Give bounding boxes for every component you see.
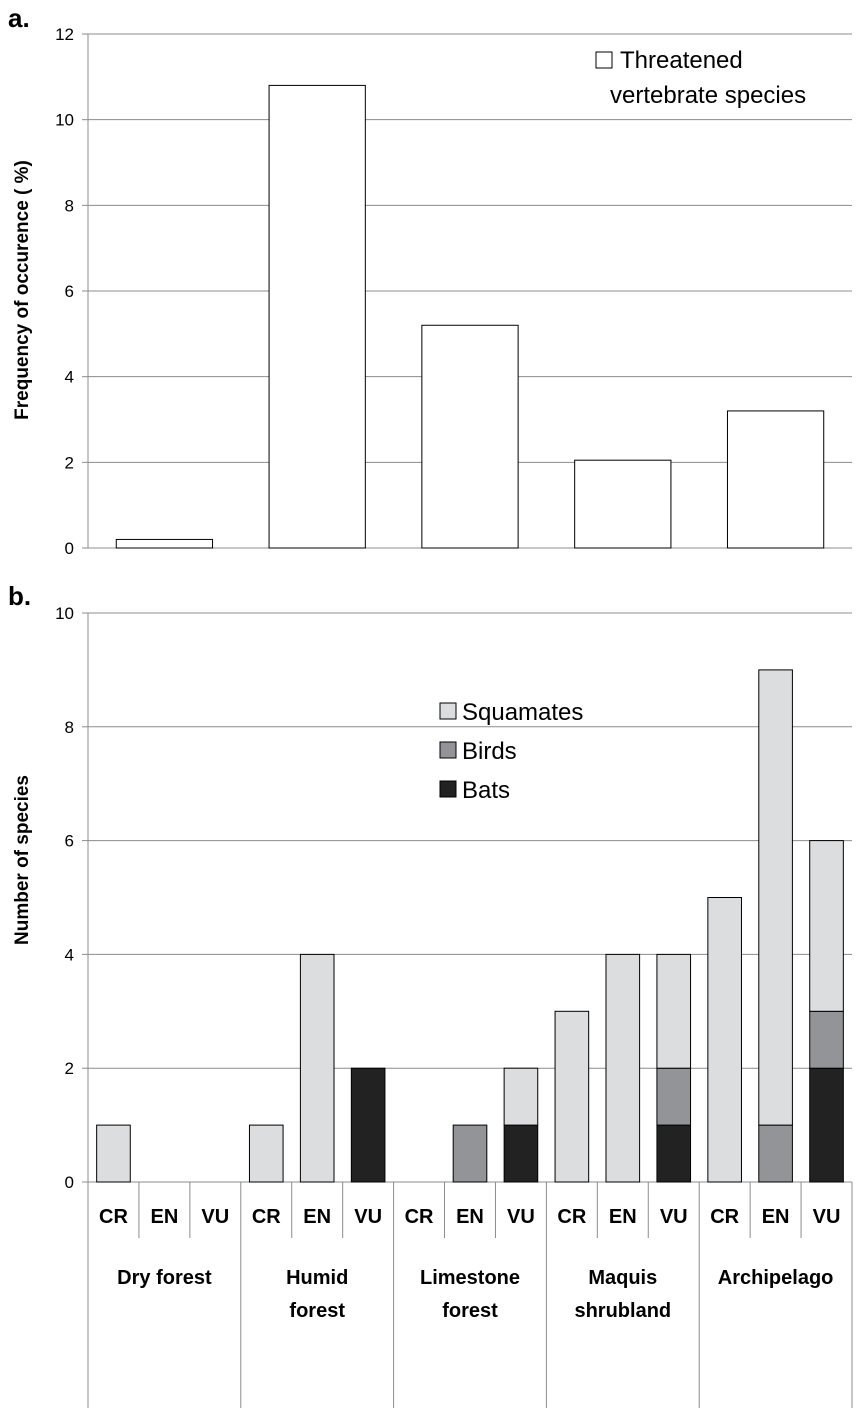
chart-a: a. Frequency of occurence ( %) 0 2 4 6 8 10 12… <box>8 3 852 558</box>
y-tick-label-b: 6 <box>65 832 74 851</box>
subcategory-label: CR <box>557 1206 586 1228</box>
subcategory-label: VU <box>813 1206 841 1228</box>
bar-b-squamates-13 <box>758 669 793 1126</box>
bars-a <box>115 84 825 549</box>
y-tick-label-a: 8 <box>65 196 74 215</box>
group-label-3: Maquis <box>588 1267 657 1289</box>
bar-b-bats-11 <box>656 1124 692 1183</box>
bar-b-birds-14 <box>809 1010 844 1069</box>
bar-a-2 <box>421 324 519 549</box>
group-label-0: Dry forest <box>117 1267 212 1289</box>
legend-label-squamates: Squamates <box>462 699 583 726</box>
subcategory-label: CR <box>252 1206 281 1228</box>
bar-a-4 <box>726 410 825 549</box>
y-tick-label-b: 0 <box>65 1173 74 1192</box>
subcategory-label: EN <box>303 1206 331 1228</box>
legend-swatch-birds <box>439 741 457 759</box>
legend-swatch-squamates <box>439 702 457 720</box>
y-tick-label-a: 0 <box>65 539 74 558</box>
bar-b-bats-14 <box>809 1067 844 1183</box>
legend-label-threatened-line1: Threatened <box>620 47 743 74</box>
legend-swatch-bats <box>439 780 457 798</box>
bars-b <box>96 669 844 1183</box>
y-axis-label-b: Number of species <box>12 775 33 945</box>
group-label-1: forest <box>289 1300 345 1322</box>
y-tick-label-a: 2 <box>65 453 74 472</box>
bar-a-0 <box>115 538 214 549</box>
subcategory-label: CR <box>99 1206 128 1228</box>
bar-b-squamates-0 <box>96 1124 131 1183</box>
bar-b-birds-13 <box>758 1124 793 1183</box>
y-tick-labels-b: 0 2 4 6 8 10 <box>55 604 74 1192</box>
bar-a-3 <box>574 459 672 549</box>
legend-label-threatened-line2: vertebrate species <box>610 82 806 109</box>
panel-label-b: b. <box>8 581 31 611</box>
subcategory-label: CR <box>710 1206 739 1228</box>
y-tick-label-a: 12 <box>55 25 74 44</box>
group-labels-b: Dry forest Humid forest Limestone forest Maqu… <box>117 1267 833 1322</box>
y-tick-labels-a: 0 2 4 6 8 10 12 <box>55 25 74 558</box>
chart-b: b. Number of species 0 2 4 6 8 10 CR EN VU CR EN V… <box>8 581 853 1408</box>
group-label-3: shrubland <box>574 1300 671 1322</box>
y-tick-label-b: 8 <box>65 718 74 737</box>
y-tick-label-b: 10 <box>55 604 74 623</box>
bar-b-squamates-10 <box>605 953 641 1183</box>
y-tick-label-b: 2 <box>65 1059 74 1078</box>
y-axis-label-a: Frequency of occurence ( %) <box>12 160 33 420</box>
bar-b-squamates-9 <box>554 1010 590 1183</box>
group-label-2: Limestone <box>420 1267 520 1289</box>
bar-b-squamates-11 <box>656 953 692 1069</box>
bar-b-squamates-3 <box>248 1124 284 1183</box>
subcategory-label: VU <box>507 1206 535 1228</box>
legend-b: Squamates Birds Bats <box>439 699 583 804</box>
group-label-2: forest <box>442 1300 498 1322</box>
subcategory-label: VU <box>660 1206 688 1228</box>
bar-a-1 <box>268 84 366 549</box>
bar-b-squamates-14 <box>809 840 844 1012</box>
legend-label-bats: Bats <box>462 777 510 804</box>
legend-a: Threatened vertebrate species <box>595 47 806 109</box>
y-tick-label-a: 6 <box>65 282 74 301</box>
subcategory-label: EN <box>609 1206 637 1228</box>
bar-b-squamates-8 <box>503 1067 539 1126</box>
bar-b-bats-8 <box>503 1124 539 1183</box>
group-label-1: Humid <box>286 1267 348 1289</box>
y-tick-label-a: 10 <box>55 111 74 130</box>
subcategory-labels-b: CR EN VU CR EN VU CR EN VU CR EN VU CR EN VU <box>99 1206 840 1228</box>
category-table-b <box>87 1182 853 1408</box>
subcategory-label: EN <box>456 1206 484 1228</box>
panel-label-a: a. <box>8 3 30 33</box>
bar-b-bats-5 <box>350 1067 386 1183</box>
subcategory-label: EN <box>762 1206 790 1228</box>
subcategory-label: CR <box>405 1206 434 1228</box>
subcategory-label: VU <box>201 1206 229 1228</box>
bar-b-birds-11 <box>656 1067 692 1126</box>
bar-b-birds-7 <box>452 1124 488 1183</box>
legend-label-birds: Birds <box>462 738 517 765</box>
y-tick-label-b: 4 <box>65 945 74 964</box>
subcategory-label: VU <box>354 1206 382 1228</box>
bar-b-squamates-12 <box>707 897 742 1183</box>
bar-b-squamates-4 <box>299 953 335 1183</box>
group-label-4: Archipelago <box>718 1267 834 1289</box>
y-tick-label-a: 4 <box>65 368 74 387</box>
subcategory-label: EN <box>151 1206 179 1228</box>
legend-swatch-threatened <box>595 51 613 69</box>
